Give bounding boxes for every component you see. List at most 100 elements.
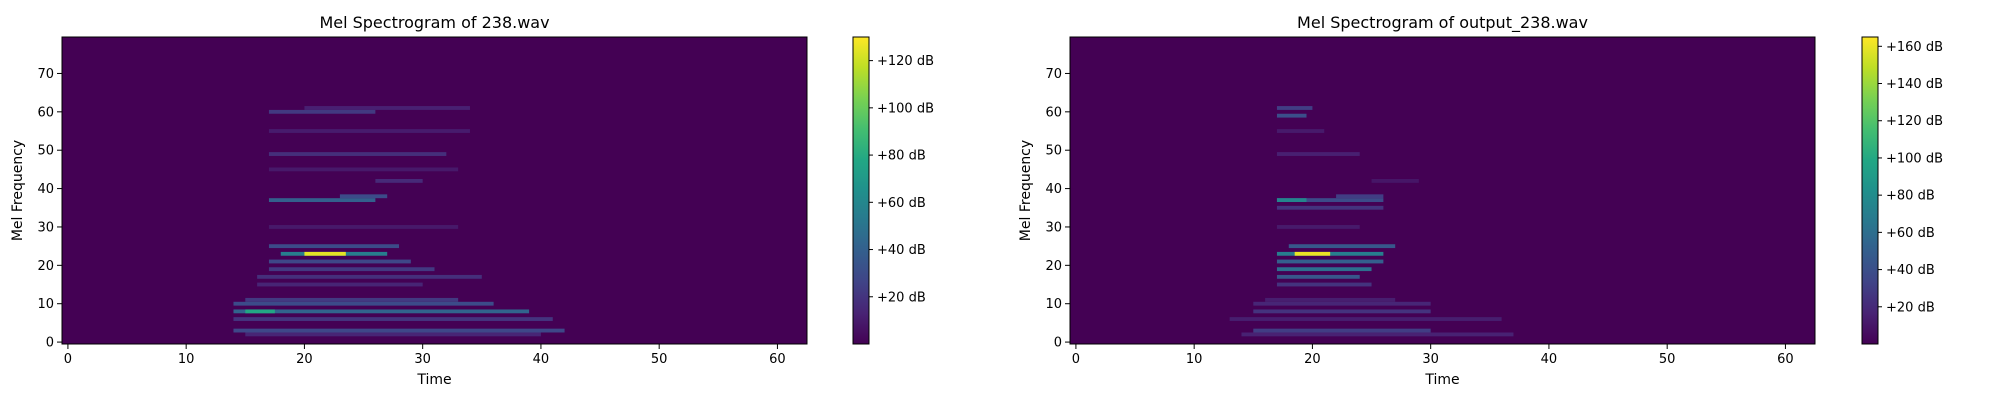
heatmap-band	[245, 309, 275, 314]
colorbar-tick-label: +40 dB	[877, 243, 926, 258]
x-tick-label: 10	[178, 352, 195, 367]
heatmap-band	[268, 267, 435, 272]
x-tick-label: 0	[64, 352, 72, 367]
x-tick-label: 60	[769, 352, 786, 367]
x-tick-label: 40	[533, 352, 550, 367]
y-tick-label: 70	[37, 67, 54, 82]
y-tick-label: 40	[1045, 182, 1062, 197]
heatmap-band	[1276, 106, 1313, 110]
heatmap-band	[233, 317, 553, 321]
heatmap-band	[1229, 317, 1502, 321]
x-axis-label: Time	[1424, 372, 1459, 388]
heatmap-band	[1276, 267, 1372, 272]
heatmap-band	[257, 274, 482, 279]
x-tick-label: 50	[1659, 352, 1676, 367]
x-tick-label: 30	[1422, 352, 1439, 367]
y-tick-label: 60	[37, 105, 54, 120]
heatmap-band	[1276, 225, 1360, 229]
colorbar-tick-label: +120 dB	[877, 54, 934, 69]
heatmap-band	[1276, 282, 1372, 287]
plot-frame	[61, 36, 808, 345]
colorbar-tick-label: +120 dB	[1886, 114, 1943, 129]
heatmap-band	[233, 328, 565, 333]
heatmap-band	[1253, 309, 1431, 314]
heatmap-band	[245, 332, 541, 337]
colorbar-tick-label: +80 dB	[1886, 189, 1935, 204]
heatmap-band	[1265, 297, 1396, 302]
heatmap-band	[1276, 152, 1360, 156]
heatmap-band	[1253, 328, 1431, 333]
heatmap-band	[268, 259, 411, 264]
heatmap-band	[268, 198, 376, 203]
y-axis-label: Mel Frequency	[10, 140, 26, 241]
heatmap-band	[268, 152, 447, 156]
heatmap-band	[1276, 205, 1384, 210]
heatmap-background	[1070, 37, 1815, 344]
y-tick-label: 60	[1045, 105, 1062, 120]
colorbar-tick-label: +140 dB	[1886, 77, 1943, 92]
y-tick-label: 0	[46, 336, 54, 351]
heatmap-band	[1276, 129, 1325, 133]
x-tick-label: 20	[1304, 352, 1321, 367]
heatmap-band	[339, 194, 388, 199]
colorbar-tick-label: +20 dB	[877, 290, 926, 305]
x-tick-label: 40	[1541, 352, 1558, 367]
x-tick-label: 20	[296, 352, 313, 367]
x-tick-label: 10	[1186, 352, 1203, 367]
spectrogram-chart-original: 0 10 20 30 40 50 60 0 10 20 30 40 50 60 70 Mel Spectrog…	[10, 13, 934, 388]
colorbar	[1861, 36, 1879, 345]
heatmap-band	[233, 301, 494, 306]
heatmap-background	[62, 37, 807, 344]
heatmap-band	[304, 251, 346, 256]
colorbar-tick-label: +80 dB	[877, 149, 926, 164]
y-tick-label: 70	[1045, 67, 1062, 82]
heatmap-band	[1336, 194, 1384, 199]
y-tick-label: 30	[1045, 220, 1062, 235]
heatmap-band	[1276, 113, 1307, 118]
heatmap-band	[268, 225, 459, 229]
colorbar-tick-label: +100 dB	[877, 101, 934, 116]
x-tick-label: 0	[1072, 352, 1080, 367]
heatmap-band	[268, 167, 459, 172]
y-tick-label: 10	[37, 297, 54, 312]
colorbar-tick-label: +100 dB	[1886, 151, 1943, 166]
heatmap-cells	[233, 106, 565, 337]
heatmap-band	[257, 282, 423, 287]
heatmap-band	[1241, 332, 1514, 337]
heatmap-band	[1276, 259, 1384, 264]
heatmap-band	[1276, 198, 1384, 203]
plot-frame	[1069, 36, 1816, 345]
heatmap-band	[1371, 178, 1419, 183]
y-tick-label: 40	[37, 182, 54, 197]
colorbar	[852, 36, 870, 345]
y-tick-label: 20	[37, 259, 54, 274]
heatmap-band	[233, 309, 530, 314]
colorbar-tick-label: +60 dB	[877, 196, 926, 211]
y-axis-label: Mel Frequency	[1018, 140, 1034, 241]
y-tick-label: 50	[37, 144, 54, 159]
heatmap-band	[1288, 244, 1396, 249]
colorbar-tick-label: +160 dB	[1886, 40, 1943, 55]
heatmap-cells	[1229, 106, 1514, 337]
x-axis-label: Time	[416, 372, 451, 388]
heatmap-band	[268, 109, 376, 114]
heatmap-band	[1294, 251, 1331, 256]
y-tick-label: 10	[1045, 297, 1062, 312]
colorbar-tick-label: +60 dB	[1886, 226, 1935, 241]
colorbar-tick-label: +40 dB	[1886, 263, 1935, 278]
y-tick-label: 30	[37, 220, 54, 235]
heatmap-band	[1276, 198, 1307, 203]
colorbar-tick-label: +20 dB	[1886, 300, 1935, 315]
heatmap-band	[268, 244, 400, 249]
chart-title: Mel Spectrogram of 238.wav	[319, 13, 549, 32]
heatmap-band	[245, 297, 459, 302]
y-tick-label: 20	[1045, 259, 1062, 274]
y-tick-label: 50	[1045, 144, 1062, 159]
y-tick-label: 0	[1054, 336, 1062, 351]
spectrogram-chart-output: 0 10 20 30 40 50 60 0 10 20 30 40 50 60 70 Mel Spectrog…	[1018, 13, 1943, 388]
heatmap-band	[1276, 274, 1360, 279]
heatmap-band	[268, 129, 470, 133]
heatmap-band	[304, 106, 470, 110]
x-tick-label: 60	[1777, 352, 1794, 367]
x-tick-label: 30	[414, 352, 431, 367]
